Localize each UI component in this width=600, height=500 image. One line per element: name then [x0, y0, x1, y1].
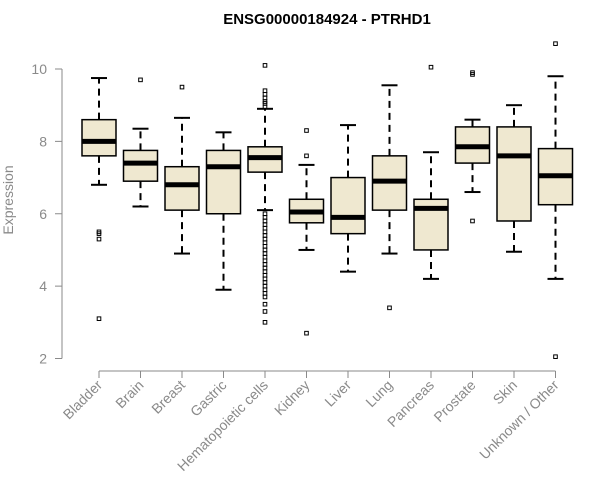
outlier-point [262, 233, 268, 238]
y-tick-label: 10 [31, 61, 47, 77]
outlier-point [262, 244, 268, 249]
outlier-point [262, 280, 268, 285]
box-iqr [81, 118, 117, 157]
outlier-point [262, 95, 268, 101]
box-iqr [496, 126, 532, 222]
outlier-point [262, 218, 268, 224]
outlier-point [553, 354, 558, 359]
y-tick-label: 6 [39, 206, 47, 222]
outlier-point [262, 294, 268, 300]
box-gastric [205, 131, 242, 291]
outlier-point [262, 262, 268, 267]
outlier-point [96, 231, 102, 236]
box-kidney [288, 128, 325, 336]
x-tick-label: Breast [148, 377, 188, 417]
box-breast [164, 84, 200, 255]
outlier-point [138, 77, 143, 83]
outlier-point [262, 247, 268, 253]
y-axis: 2 4 6 8 10 [31, 61, 63, 367]
x-tick-label: Skin [490, 377, 521, 408]
x-tick-label: Bladder [60, 377, 106, 423]
x-tick-label: Liver [321, 377, 354, 410]
outlier-point [262, 229, 268, 235]
outlier-point [262, 254, 268, 260]
box-prostate [454, 70, 491, 224]
outlier-point [262, 222, 268, 227]
y-tick-label: 4 [39, 278, 47, 294]
outlier-point [96, 236, 102, 242]
outlier-point [262, 251, 268, 256]
outlier-point [262, 225, 268, 231]
outlier-point [262, 287, 268, 293]
outlier-point [262, 258, 268, 264]
outlier-point [262, 309, 268, 314]
outlier-point [262, 301, 268, 307]
x-tick-label: Kidney [271, 377, 313, 419]
box-unknown-other [537, 41, 574, 359]
x-tick-label: Brain [112, 377, 146, 411]
outlier-point [262, 92, 268, 97]
box-pancreas [413, 64, 449, 280]
outlier-point [262, 272, 268, 278]
outlier-point [304, 128, 309, 133]
box-liver [330, 124, 366, 273]
outlier-point [262, 236, 268, 242]
x-tick-label: Unknown / Other [476, 377, 562, 463]
outlier-point [262, 265, 268, 271]
outlier-point [262, 283, 268, 289]
outlier-point [262, 320, 268, 325]
outlier-point [553, 41, 558, 46]
y-tick-label: 8 [39, 133, 47, 149]
outlier-point [262, 291, 268, 296]
outlier-point [262, 269, 268, 274]
box-series [81, 41, 574, 359]
outlier-point [262, 240, 268, 245]
box-iqr [205, 149, 242, 215]
outlier-point [470, 218, 475, 224]
outlier-point [262, 215, 268, 220]
outlier-point [96, 316, 102, 321]
box-iqr [330, 176, 366, 235]
outlier-point [470, 72, 475, 77]
chart-title: ENSG00000184924 - PTRHD1 [223, 11, 431, 28]
outlier-point [387, 305, 392, 311]
y-tick-label: 2 [39, 351, 47, 367]
outlier-point [304, 153, 309, 159]
outlier-point [428, 64, 434, 70]
box-hematopoietic-cells [247, 63, 283, 325]
x-tick-label: Lung [362, 377, 395, 410]
box-brain [122, 77, 159, 208]
y-axis-title: Expression [0, 165, 16, 234]
box-lung [371, 84, 408, 311]
box-iqr [164, 165, 200, 211]
outlier-point [262, 276, 268, 282]
outlier-point [262, 88, 268, 94]
box-bladder [81, 77, 117, 321]
box-iqr [122, 149, 159, 182]
outlier-point [179, 84, 185, 90]
outlier-point [262, 211, 268, 217]
outlier-point [304, 330, 309, 336]
outlier-point [262, 63, 268, 68]
x-tick-label: Prostate [430, 377, 478, 425]
outlier-point [262, 104, 268, 110]
box-skin [496, 104, 532, 253]
